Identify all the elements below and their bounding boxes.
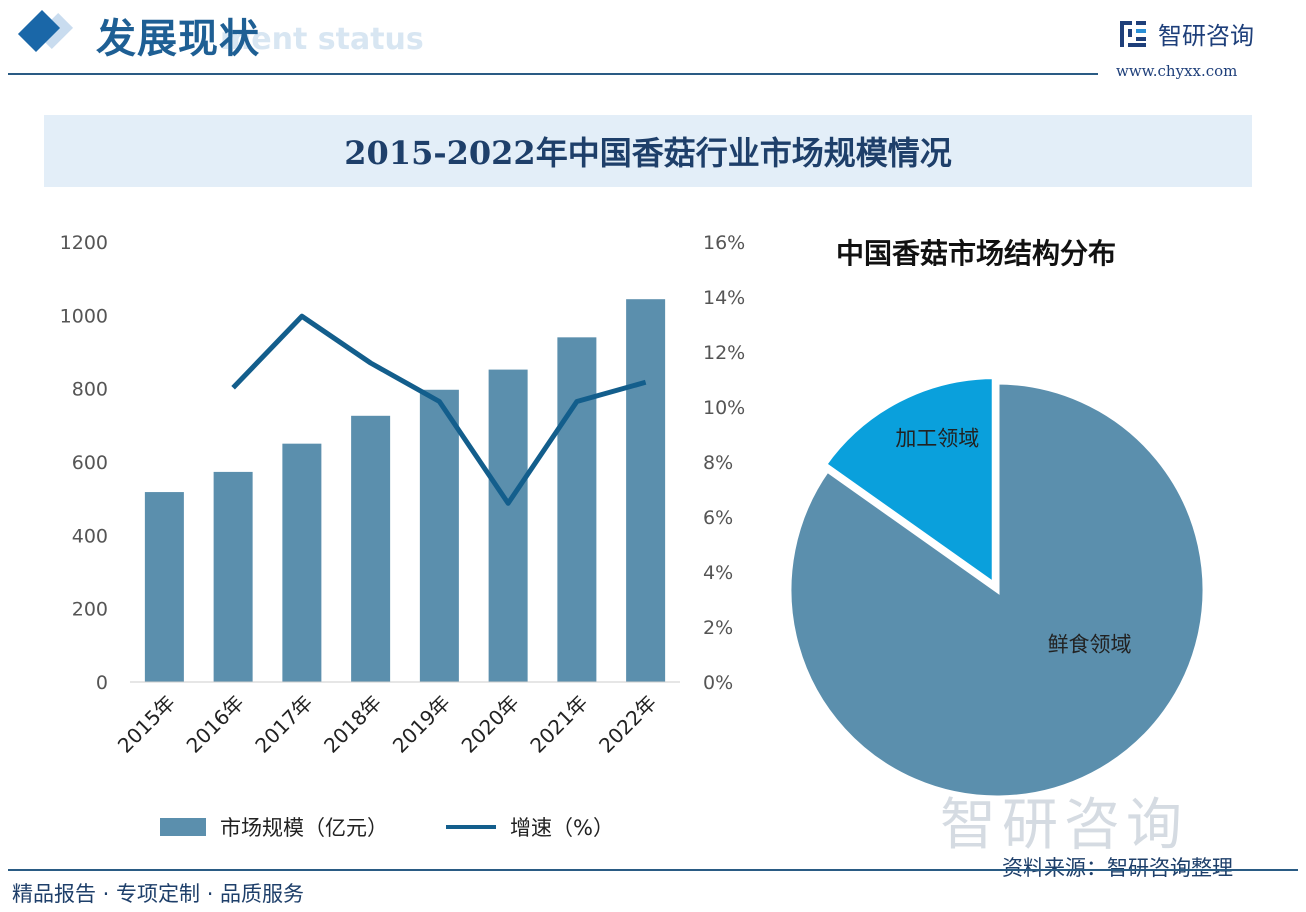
y-left-tick-label: 200 xyxy=(72,599,108,621)
x-tick-label: 2020年 xyxy=(457,691,524,758)
diamond-icon xyxy=(17,9,61,53)
bar-2018年 xyxy=(351,415,391,682)
bar-2022年 xyxy=(626,299,666,682)
footer-divider xyxy=(8,869,1298,871)
legend-bar-swatch xyxy=(160,818,206,836)
bar-2016年 xyxy=(213,471,253,682)
y-left-tick-label: 600 xyxy=(72,452,108,474)
y-left-tick-label: 1000 xyxy=(60,305,108,327)
brand-name: 智研咨询 xyxy=(1158,22,1254,50)
y-right-tick-label: 12% xyxy=(703,342,745,364)
x-tick-label: 2021年 xyxy=(525,691,592,758)
y-right-tick-label: 10% xyxy=(703,397,745,419)
y-right-tick-label: 14% xyxy=(703,287,745,309)
bar-2021年 xyxy=(557,337,597,682)
y-left-tick-label: 400 xyxy=(72,525,108,547)
chart-title: 2015-2022年中国香菇行业市场规模情况 xyxy=(344,134,952,172)
x-tick-label: 2018年 xyxy=(319,691,386,758)
x-tick-label: 2019年 xyxy=(388,691,455,758)
y-right-tick-label: 8% xyxy=(703,452,733,474)
y-left-tick-label: 1200 xyxy=(60,232,108,254)
y-left-tick-label: 0 xyxy=(96,672,108,694)
brand-logo-icon xyxy=(1120,20,1146,47)
pie-title: 中国香菇市场结构分布 xyxy=(836,237,1117,270)
watermark-logo: 智研咨询 xyxy=(940,793,1188,858)
brand-url: www.chyxx.com xyxy=(1116,62,1238,80)
bar-2020年 xyxy=(488,369,528,682)
title-banner: 2015-2022年中国香菇行业市场规模情况 xyxy=(44,115,1252,187)
bar-line-chart: 0 200 400 600 800 1000 1200 0% 2% 4% 6% 8% 10% 12% 14%… xyxy=(60,232,746,758)
y-right-tick-label: 0% xyxy=(703,672,733,694)
y-right-tick-label: 16% xyxy=(703,232,745,254)
x-tick-label: 2017年 xyxy=(250,691,317,758)
pie-label: 鲜食领域 xyxy=(1048,633,1132,657)
footer-slogan: 精品报告 · 专项定制 · 品质服务 xyxy=(12,882,305,906)
pie-slice-鲜食领域 xyxy=(786,379,1208,801)
legend-bar-label: 市场规模（亿元） xyxy=(220,816,388,840)
growth-rate-line xyxy=(231,313,647,506)
source-note: 资料来源：智研咨询整理 xyxy=(1002,856,1233,880)
bar-2017年 xyxy=(282,443,322,682)
bar-2019年 xyxy=(419,389,459,682)
header-divider xyxy=(8,73,1098,75)
brand-logo: 智研咨询 xyxy=(1118,16,1254,51)
bar-2015年 xyxy=(144,492,184,682)
x-tick-label: 2015年 xyxy=(113,691,180,758)
x-tick-label: 2016年 xyxy=(182,691,249,758)
legend-line-swatch xyxy=(446,825,496,829)
section-title: 发展现状 xyxy=(96,16,260,62)
y-right-tick-label: 4% xyxy=(703,562,733,584)
pie-label: 加工领域 xyxy=(895,426,979,450)
pie-slice-加工领域 xyxy=(820,374,997,590)
x-tick-label: 2022年 xyxy=(594,691,661,758)
y-right-tick-label: 6% xyxy=(703,507,733,529)
y-left-tick-label: 800 xyxy=(72,379,108,401)
y-right-tick-label: 2% xyxy=(703,617,733,639)
chart-legend: 市场规模（亿元） 增速（%） xyxy=(160,812,614,842)
legend-line-label: 增速（%） xyxy=(510,816,614,840)
